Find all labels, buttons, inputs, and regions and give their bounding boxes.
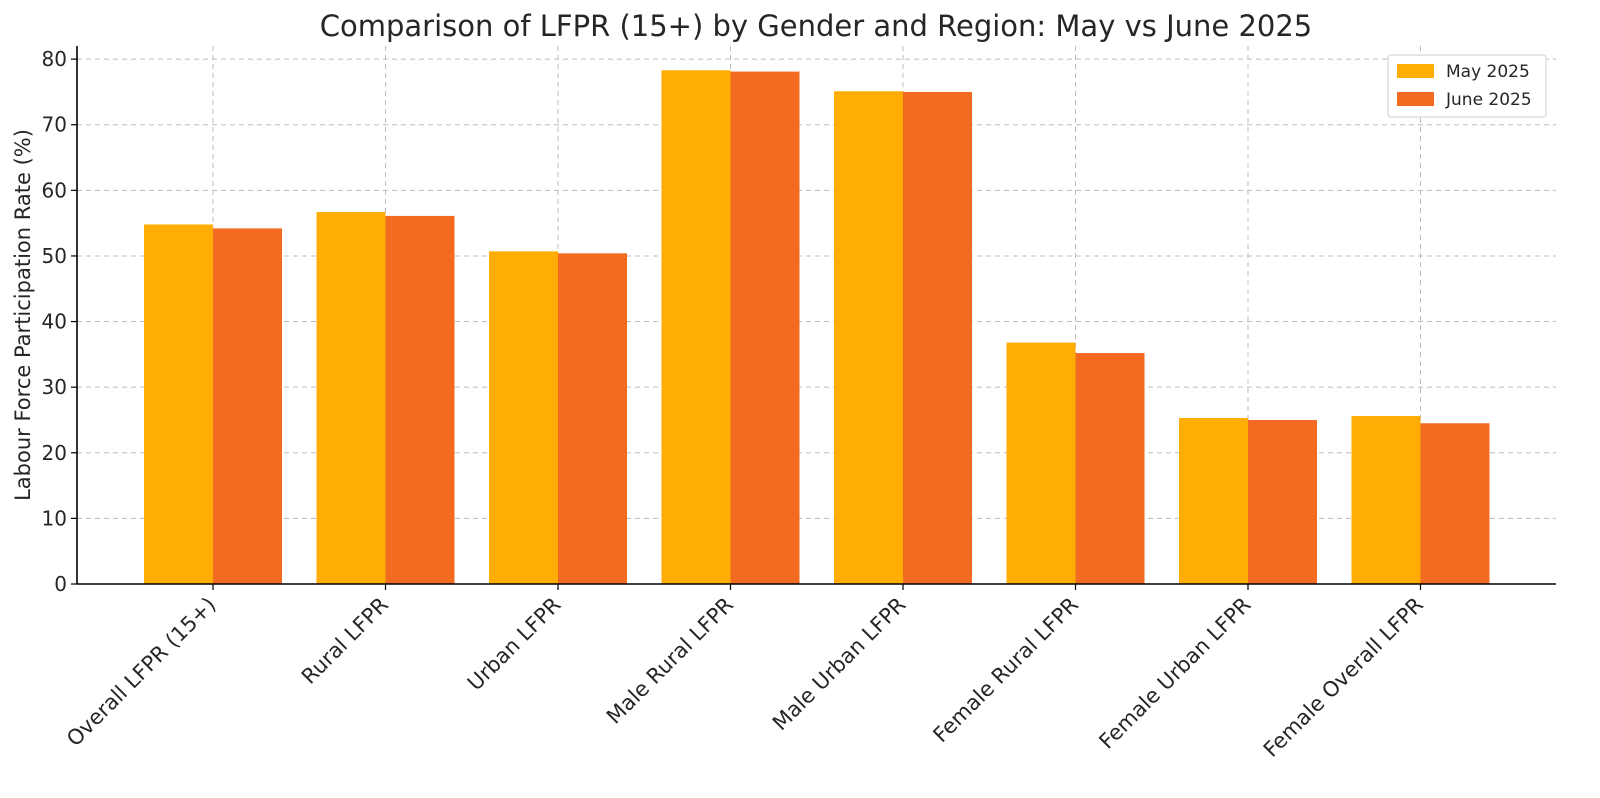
y-tick-label: 50 xyxy=(42,244,67,268)
bar-may xyxy=(1179,418,1248,584)
y-tick-label: 0 xyxy=(54,572,67,596)
legend-label-may: May 2025 xyxy=(1446,62,1530,82)
bar-may xyxy=(1351,416,1421,584)
bar-june xyxy=(558,253,627,584)
x-tick-label: Male Rural LFPR xyxy=(602,593,738,729)
x-tick-label: Male Urban LFPR xyxy=(768,593,911,736)
y-tick-label: 20 xyxy=(42,441,67,465)
grid-layer xyxy=(77,46,1556,584)
legend-swatch-may xyxy=(1397,64,1434,78)
bar-june xyxy=(1420,423,1490,584)
bar-june xyxy=(1248,419,1317,584)
legend: May 2025 June 2025 xyxy=(1387,54,1547,118)
y-tick-label: 70 xyxy=(42,113,67,137)
x-tick-label: Rural LFPR xyxy=(297,593,393,689)
bar-may xyxy=(489,251,558,585)
legend-label-june: June 2025 xyxy=(1445,90,1532,110)
y-tick-label: 80 xyxy=(42,47,67,71)
bar-june xyxy=(385,215,455,585)
y-tick-label: 10 xyxy=(42,506,67,530)
x-tick-label: Urban LFPR xyxy=(463,593,566,696)
y-tick-label: 40 xyxy=(42,310,67,334)
y-tick-label: 30 xyxy=(42,375,67,399)
bar-may xyxy=(1006,342,1076,584)
y-tick-label: 60 xyxy=(42,178,67,202)
bar-june xyxy=(730,71,800,584)
x-tick-label: Female Rural LFPR xyxy=(928,593,1083,748)
x-tick-label: Female Urban LFPR xyxy=(1094,593,1255,754)
legend-swatch-june xyxy=(1397,92,1434,106)
x-tick-label: Female Overall LFPR xyxy=(1259,593,1428,762)
axes-layer xyxy=(71,46,1556,590)
bar-may xyxy=(144,224,213,584)
chart-title: Comparison of LFPR (15+) by Gender and R… xyxy=(320,9,1313,43)
y-axis-title: Labour Force Participation Rate (%) xyxy=(11,129,35,501)
bars-layer xyxy=(144,70,1490,585)
bar-may xyxy=(834,91,903,585)
bar-may xyxy=(316,211,386,584)
bar-may xyxy=(661,70,731,584)
x-tick-label: Overall LFPR (15+) xyxy=(62,593,220,751)
bar-june xyxy=(213,228,282,584)
bar-june xyxy=(1075,353,1145,584)
bar-june xyxy=(903,91,972,585)
